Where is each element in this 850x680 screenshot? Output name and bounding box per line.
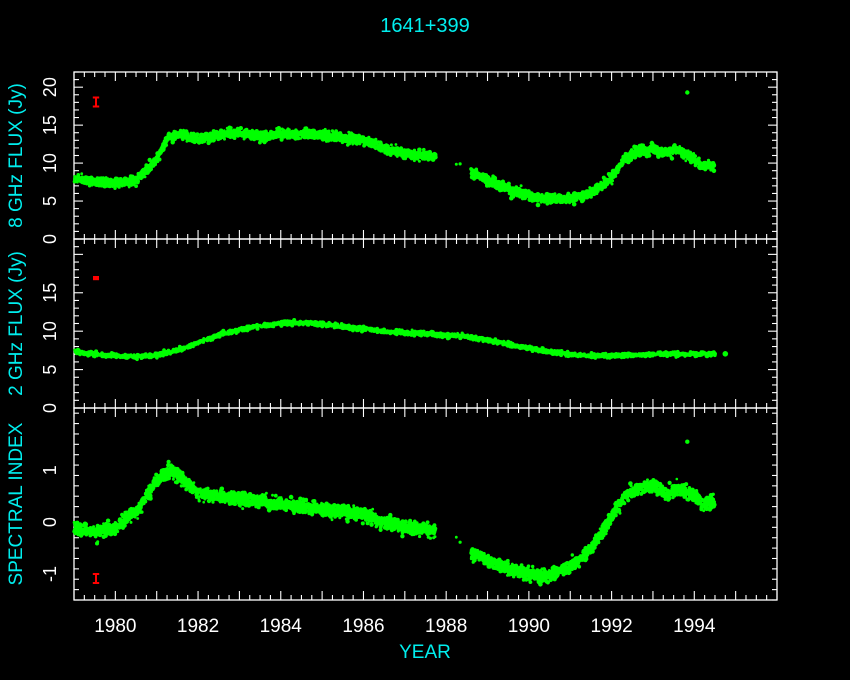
svg-text:1641+399: 1641+399 (380, 15, 470, 37)
svg-text:0: 0 (40, 403, 60, 413)
svg-text:15: 15 (40, 115, 60, 135)
svg-text:5: 5 (40, 196, 60, 206)
svg-text:0: 0 (40, 517, 60, 527)
svg-text:1992: 1992 (590, 616, 632, 637)
svg-text:1980: 1980 (94, 616, 136, 637)
svg-text:1: 1 (40, 465, 60, 475)
svg-text:1986: 1986 (342, 616, 384, 637)
svg-text:1988: 1988 (425, 616, 467, 637)
svg-text:-1: -1 (40, 566, 60, 582)
svg-text:YEAR: YEAR (399, 642, 451, 663)
svg-text:1984: 1984 (260, 616, 303, 637)
svg-text:1990: 1990 (508, 616, 550, 637)
svg-text:SPECTRAL INDEX: SPECTRAL INDEX (6, 422, 27, 585)
svg-text:2 GHz FLUX (Jy): 2 GHz FLUX (Jy) (6, 251, 27, 396)
svg-text:10: 10 (40, 321, 60, 341)
svg-text:1994: 1994 (673, 616, 716, 637)
svg-text:15: 15 (40, 283, 60, 303)
svg-text:5: 5 (40, 365, 60, 375)
svg-text:8 GHz FLUX (Jy): 8 GHz FLUX (Jy) (6, 83, 27, 228)
svg-text:0: 0 (40, 234, 60, 244)
svg-text:1982: 1982 (177, 616, 219, 637)
svg-text:10: 10 (40, 153, 60, 173)
svg-text:20: 20 (40, 77, 60, 97)
